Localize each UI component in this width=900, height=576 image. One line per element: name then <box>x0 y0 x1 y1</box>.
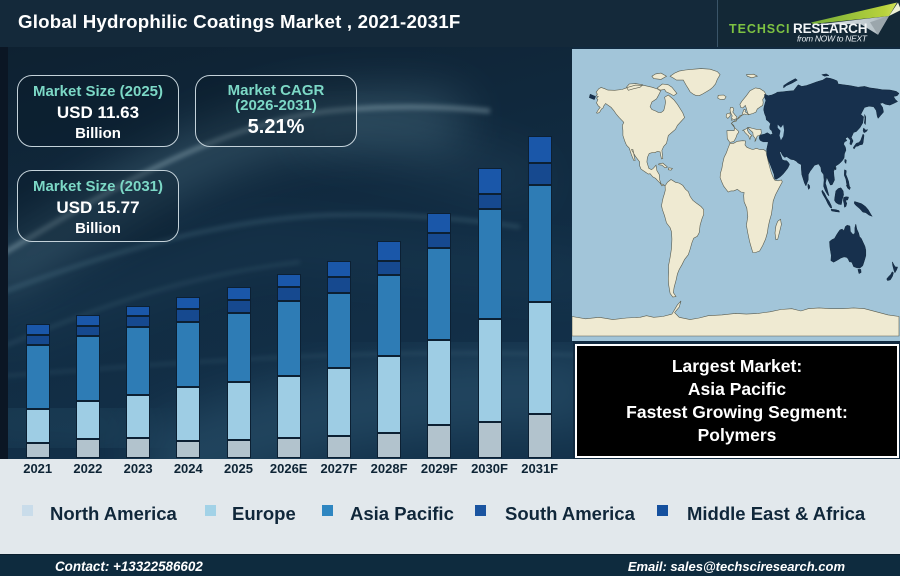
svg-text:from NOW to NEXT: from NOW to NEXT <box>797 34 868 44</box>
svg-text:TECHSCI: TECHSCI <box>729 22 790 36</box>
svg-text:RESEARCH: RESEARCH <box>793 21 868 36</box>
